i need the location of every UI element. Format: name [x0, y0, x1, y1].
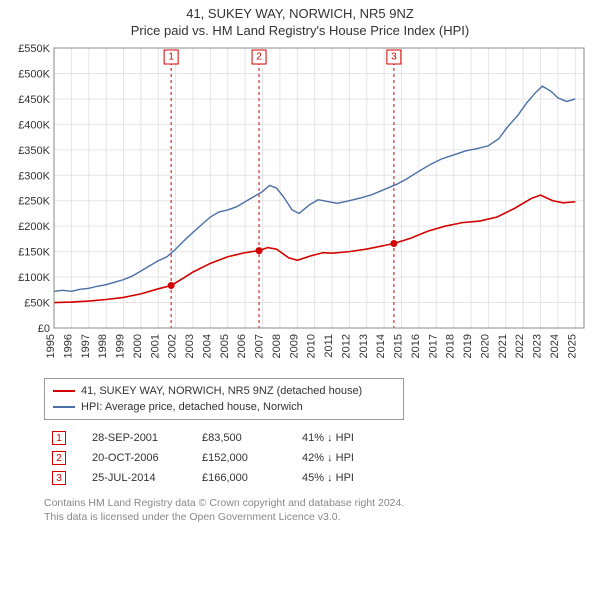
x-tick-label: 2002	[167, 334, 179, 358]
sale-marker-icon: 2	[52, 451, 66, 465]
sale-price: £152,000	[194, 448, 294, 468]
legend-swatch	[53, 406, 75, 408]
x-tick-label: 2021	[497, 334, 509, 358]
y-tick-label: £150K	[18, 247, 50, 259]
x-tick-label: 2011	[323, 334, 335, 358]
attribution-line-2: This data is licensed under the Open Gov…	[44, 510, 590, 524]
x-tick-label: 1997	[80, 334, 92, 358]
x-tick-label: 2023	[532, 334, 544, 358]
y-tick-label: £250K	[18, 196, 50, 208]
y-tick-label: £500K	[18, 68, 50, 80]
legend-box: 41, SUKEY WAY, NORWICH, NR5 9NZ (detache…	[44, 378, 404, 420]
line-chart-svg: 1 2 3 £0 £50K £100K £150K £200K £250K £300K £350K £…	[10, 42, 590, 372]
legend-row: HPI: Average price, detached house, Norw…	[53, 399, 395, 415]
chart-title: 41, SUKEY WAY, NORWICH, NR5 9NZ	[0, 6, 600, 21]
sales-row: 2 20-OCT-2006£152,00042% ↓ HPI	[44, 448, 362, 468]
legend-label: 41, SUKEY WAY, NORWICH, NR5 9NZ (detache…	[81, 385, 362, 397]
x-tick-label: 2019	[462, 334, 474, 358]
x-tick-label: 2015	[393, 334, 405, 358]
sale-delta: 42% ↓ HPI	[294, 448, 362, 468]
y-tick-label: £400K	[18, 119, 50, 131]
sale-date: 20-OCT-2006	[74, 448, 194, 468]
x-tick-label: 2006	[236, 334, 248, 358]
sale-delta: 45% ↓ HPI	[294, 468, 362, 488]
y-tick-label: £0	[38, 323, 50, 335]
sales-row: 3 25-JUL-2014£166,00045% ↓ HPI	[44, 468, 362, 488]
x-tick-label: 2000	[132, 334, 144, 358]
x-tick-label: 2025	[566, 334, 578, 358]
sale-point	[168, 282, 175, 289]
x-tick-label: 2001	[149, 334, 161, 358]
attribution-text: Contains HM Land Registry data © Crown c…	[44, 496, 590, 524]
y-tick-label: £550K	[18, 43, 50, 55]
y-tick-label: £450K	[18, 94, 50, 106]
sale-date: 28-SEP-2001	[74, 428, 194, 448]
sale-price: £83,500	[194, 428, 294, 448]
sale-delta: 41% ↓ HPI	[294, 428, 362, 448]
chart-subtitle: Price paid vs. HM Land Registry's House …	[0, 23, 600, 38]
x-tick-label: 1996	[62, 334, 74, 358]
x-tick-label: 2018	[445, 334, 457, 358]
sales-row: 1 28-SEP-2001£83,50041% ↓ HPI	[44, 428, 362, 448]
sale-date: 25-JUL-2014	[74, 468, 194, 488]
y-tick-label: £50K	[24, 298, 50, 310]
sale-marker-number: 3	[391, 52, 397, 63]
x-tick-label: 2024	[549, 334, 561, 358]
sale-point	[256, 247, 263, 254]
y-tick-label: £300K	[18, 170, 50, 182]
x-tick-label: 2013	[358, 334, 370, 358]
sales-table: 1 28-SEP-2001£83,50041% ↓ HPI 2 20-OCT-2006…	[44, 428, 590, 488]
legend-label: HPI: Average price, detached house, Norw…	[81, 401, 303, 413]
x-tick-label: 2012	[340, 334, 352, 358]
legend-row: 41, SUKEY WAY, NORWICH, NR5 9NZ (detache…	[53, 383, 395, 399]
x-tick-label: 2008	[271, 334, 283, 358]
x-tick-label: 2004	[201, 334, 213, 358]
y-tick-label: £350K	[18, 145, 50, 157]
x-tick-label: 2010	[306, 334, 318, 358]
sale-marker-icon: 1	[52, 431, 66, 445]
x-tick-label: 2014	[375, 334, 387, 358]
sale-marker-number: 2	[256, 52, 262, 63]
sale-price: £166,000	[194, 468, 294, 488]
x-tick-label: 2022	[514, 334, 526, 358]
sale-marker-number: 1	[168, 52, 174, 63]
x-tick-label: 2016	[410, 334, 422, 358]
x-tick-label: 1998	[97, 334, 109, 358]
chart-area: 1 2 3 £0 £50K £100K £150K £200K £250K £300K £350K £…	[10, 42, 590, 372]
sale-marker-icon: 3	[52, 471, 66, 485]
title-block: 41, SUKEY WAY, NORWICH, NR5 9NZ Price pa…	[0, 0, 600, 38]
x-tick-label: 2005	[219, 334, 231, 358]
x-tick-label: 2009	[288, 334, 300, 358]
x-tick-label: 1999	[115, 334, 127, 358]
x-tick-label: 2007	[254, 334, 266, 358]
sale-point	[390, 240, 397, 247]
attribution-line-1: Contains HM Land Registry data © Crown c…	[44, 496, 590, 510]
x-tick-label: 1995	[45, 334, 57, 358]
y-tick-label: £100K	[18, 272, 50, 284]
y-tick-label: £200K	[18, 221, 50, 233]
x-tick-label: 2003	[184, 334, 196, 358]
x-tick-label: 2020	[479, 334, 491, 358]
x-tick-label: 2017	[427, 334, 439, 358]
legend-swatch	[53, 390, 75, 392]
